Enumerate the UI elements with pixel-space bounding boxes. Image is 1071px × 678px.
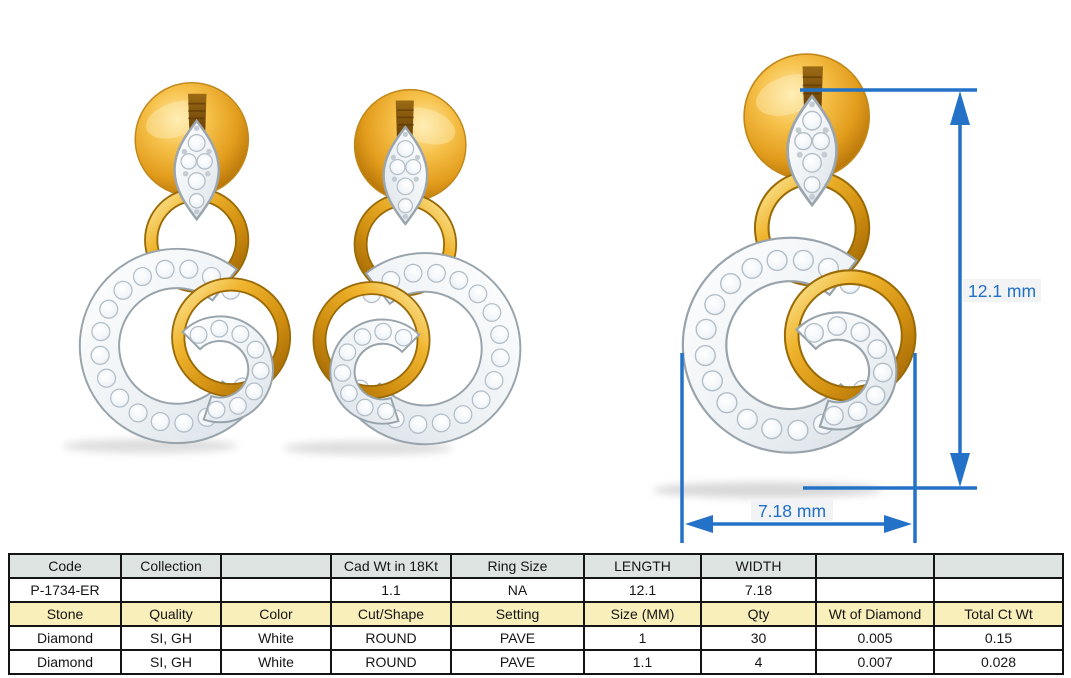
col-size-mm: Size (MM) bbox=[583, 601, 702, 627]
col-wt-of-diamond: Wt of Diamond bbox=[815, 601, 935, 627]
cell: ROUND bbox=[330, 649, 452, 675]
cell: 0.028 bbox=[933, 649, 1064, 675]
length-label-bg bbox=[963, 279, 1041, 302]
product-info-row: P-1734-ER 1.1 NA 12.1 7.18 bbox=[8, 577, 1064, 603]
cell: ROUND bbox=[330, 625, 452, 651]
cell: 0.005 bbox=[815, 625, 935, 651]
col-length: LENGTH bbox=[583, 553, 702, 579]
earring-middle bbox=[319, 90, 520, 445]
col-width: WIDTH bbox=[700, 553, 817, 579]
cell: 0.007 bbox=[815, 649, 935, 675]
cell bbox=[120, 577, 222, 603]
cell: 1.1 bbox=[583, 649, 702, 675]
col-quality: Quality bbox=[120, 601, 222, 627]
cell: Diamond bbox=[8, 625, 122, 651]
cell bbox=[815, 577, 935, 603]
stone-row: Diamond SI, GH White ROUND PAVE 1 30 0.0… bbox=[8, 625, 1064, 651]
cell: Diamond bbox=[8, 649, 122, 675]
product-code: P-1734-ER bbox=[8, 577, 122, 603]
cell: SI, GH bbox=[120, 625, 222, 651]
ring-size-value: NA bbox=[450, 577, 585, 603]
col-stone: Stone bbox=[8, 601, 122, 627]
col-cad-wt: Cad Wt in 18Kt bbox=[330, 553, 452, 579]
col-collection: Collection bbox=[120, 553, 222, 579]
earring-left bbox=[80, 83, 284, 443]
cell: White bbox=[220, 649, 332, 675]
dimension-annotations: 12.1 mm 7.18 mm bbox=[680, 88, 1041, 543]
arrow-down-icon bbox=[950, 453, 970, 487]
width-value: 7.18 bbox=[700, 577, 817, 603]
stone-row: Diamond SI, GH White ROUND PAVE 1.1 4 0.… bbox=[8, 649, 1064, 675]
earring-shadow bbox=[62, 439, 238, 453]
col-total-ct-wt: Total Ct Wt bbox=[933, 601, 1064, 627]
col-blank-1 bbox=[220, 553, 332, 579]
earring-shadow bbox=[653, 482, 883, 498]
width-label-bg bbox=[751, 499, 833, 521]
col-blank-2 bbox=[815, 553, 935, 579]
earring-large bbox=[683, 54, 909, 453]
stone-header-row: Stone Quality Color Cut/Shape Setting Si… bbox=[8, 601, 1064, 627]
col-qty: Qty bbox=[700, 601, 817, 627]
cell: 0.15 bbox=[933, 625, 1064, 651]
arrow-right-icon bbox=[884, 515, 912, 533]
col-code: Code bbox=[8, 553, 122, 579]
col-blank-3 bbox=[933, 553, 1064, 579]
table-header-row: Code Collection Cad Wt in 18Kt Ring Size… bbox=[8, 553, 1064, 579]
cad-wt-value: 1.1 bbox=[330, 577, 452, 603]
earrings-render: 12.1 mm 7.18 mm bbox=[62, 0, 1041, 543]
col-color: Color bbox=[220, 601, 332, 627]
spec-table: Code Collection Cad Wt in 18Kt Ring Size… bbox=[8, 553, 1064, 675]
earring-shadow bbox=[283, 441, 453, 455]
cell: PAVE bbox=[450, 625, 585, 651]
col-setting: Setting bbox=[450, 601, 585, 627]
width-dimension-label: 7.18 mm bbox=[758, 501, 826, 521]
length-value: 12.1 bbox=[583, 577, 702, 603]
cell: 4 bbox=[700, 649, 817, 675]
col-cut-shape: Cut/Shape bbox=[330, 601, 452, 627]
cell: 30 bbox=[700, 625, 817, 651]
cell: SI, GH bbox=[120, 649, 222, 675]
cell: White bbox=[220, 625, 332, 651]
arrow-up-icon bbox=[950, 91, 970, 125]
col-ring-size: Ring Size bbox=[450, 553, 585, 579]
cell: PAVE bbox=[450, 649, 585, 675]
arrow-left-icon bbox=[685, 515, 713, 533]
cell: 1 bbox=[583, 625, 702, 651]
cell bbox=[220, 577, 332, 603]
cell bbox=[933, 577, 1064, 603]
length-dimension-label: 12.1 mm bbox=[968, 281, 1036, 301]
